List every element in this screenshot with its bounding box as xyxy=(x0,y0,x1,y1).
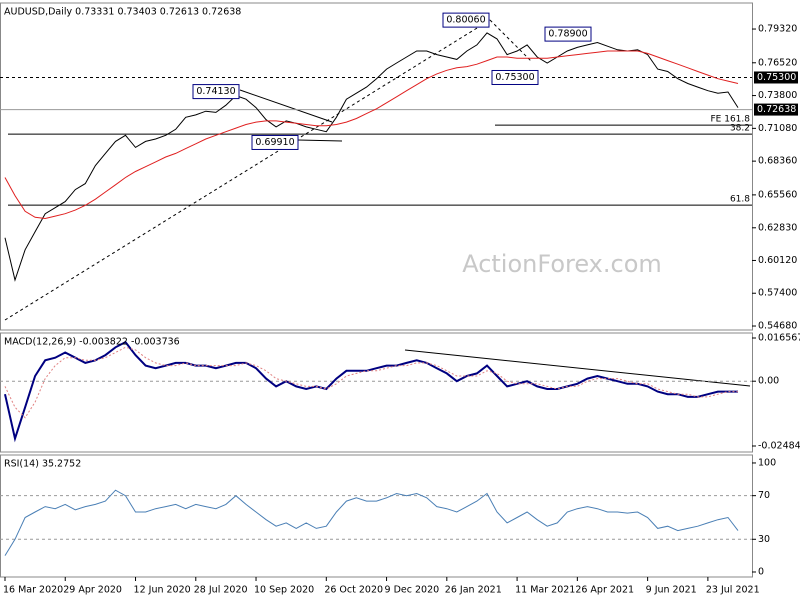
price-annotation-box xyxy=(251,134,299,150)
price-annotation-box xyxy=(442,12,490,28)
y-tick-label: -0.02484 xyxy=(758,441,800,452)
x-tick-label: 26 Jan 2021 xyxy=(445,585,502,596)
y-tick-label: 0.73800 xyxy=(758,90,797,101)
price-label: 0.72638 xyxy=(757,104,796,115)
y-tick-label: 0.62830 xyxy=(758,222,797,233)
price-annotation: 0.75300 xyxy=(495,72,534,83)
y-tick-label: 0.016567 xyxy=(758,332,800,343)
price-line xyxy=(4,32,739,282)
y-tick-label: 0.00 xyxy=(758,376,779,387)
indicator-line xyxy=(4,50,739,220)
panel-frame xyxy=(0,2,753,331)
price-annotation-box xyxy=(544,26,592,42)
macd-trend-line xyxy=(404,349,751,387)
y-tick-label: 0.60120 xyxy=(758,255,797,266)
watermark: ActionForex.com xyxy=(462,250,662,278)
x-tick-label: 10 Sep 2020 xyxy=(254,585,314,596)
fib-label: FE 161.8 xyxy=(711,115,751,125)
x-tick-label: 11 Mar 2021 xyxy=(515,585,575,596)
y-tick-label: 30 xyxy=(758,534,770,545)
y-tick-label: 70 xyxy=(758,490,770,501)
triangle-line xyxy=(239,89,333,123)
price-annotation: 0.78900 xyxy=(548,29,587,40)
x-tick-label: 12 Jun 2020 xyxy=(134,585,191,596)
fib-label: 61.8 xyxy=(730,195,750,205)
price-label: 0.75300 xyxy=(757,72,796,83)
y-tick-label: 0.57400 xyxy=(758,288,797,299)
indicator-line xyxy=(4,489,739,556)
price-annotation: 0.69910 xyxy=(255,137,294,148)
x-tick-label: 9 Jun 2021 xyxy=(646,585,697,596)
price-annotation: 0.74130 xyxy=(196,86,235,97)
panel-title: RSI(14) 35.2752 xyxy=(4,459,81,470)
x-tick-label: 26 Apr 2021 xyxy=(575,585,634,596)
x-tick-label: 26 Oct 2020 xyxy=(324,585,383,596)
x-tick-label: 28 Jul 2020 xyxy=(194,585,248,596)
indicator-line xyxy=(4,340,738,443)
price-annotation-box xyxy=(192,84,240,100)
y-tick-label: 0.76520 xyxy=(758,57,797,68)
x-tick-label: 16 Mar 2020 xyxy=(3,585,63,596)
price-label-box xyxy=(754,103,798,116)
panel-frame xyxy=(0,332,753,453)
y-tick-label: 0.54680 xyxy=(758,321,797,332)
y-tick-label: 0.65560 xyxy=(758,189,797,200)
y-tick-label: 0.71080 xyxy=(758,123,797,134)
y-tick-label: 0 xyxy=(758,566,764,577)
price-annotation: 0.80060 xyxy=(446,15,485,26)
price-annotation-box xyxy=(491,69,539,85)
trend-line xyxy=(4,19,491,321)
y-tick-label: 0.68360 xyxy=(758,156,797,167)
y-tick-label: 100 xyxy=(758,457,776,468)
panel-title: AUDUSD,Daily 0.73331 0.73403 0.72613 0.7… xyxy=(4,7,241,18)
x-tick-label: 29 Apr 2020 xyxy=(63,585,122,596)
price-label-box xyxy=(754,71,798,84)
x-tick-label: 9 Dec 2020 xyxy=(385,585,440,596)
trend-line xyxy=(489,19,533,63)
fib-label: 38.2 xyxy=(730,124,750,134)
panel-frame xyxy=(0,454,753,578)
y-tick-label: 0.79320 xyxy=(758,24,797,35)
indicator-line xyxy=(4,346,738,419)
x-tick-label: 23 Jul 2021 xyxy=(706,585,760,596)
panel-title: MACD(12,26,9) -0.003822 -0.003736 xyxy=(4,337,180,348)
